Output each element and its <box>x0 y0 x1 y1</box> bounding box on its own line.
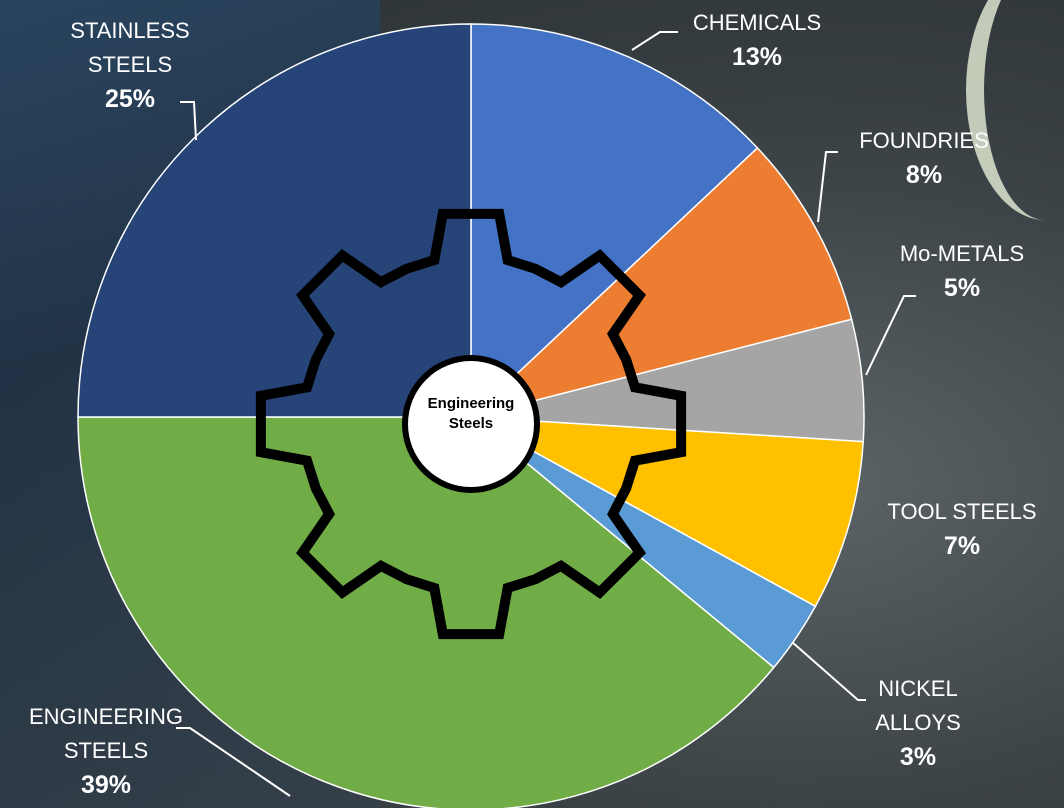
category-label: STAINLESS STEELS <box>60 14 200 82</box>
value-label: 3% <box>858 740 978 774</box>
chart: CHEMICALS13%FOUNDRIES8%Mo-METALS5%TOOL S… <box>0 0 1064 808</box>
category-label: TOOL STEELS <box>862 495 1062 529</box>
value-label: 25% <box>60 82 200 116</box>
value-label: 13% <box>677 40 837 74</box>
center-label: Engineering Steels <box>416 394 526 434</box>
leader-line <box>866 296 916 375</box>
category-label: CHEMICALS <box>677 6 837 40</box>
leader-line <box>792 642 866 700</box>
value-label: 39% <box>6 768 206 802</box>
value-label: 8% <box>844 158 1004 192</box>
value-label: 5% <box>872 271 1052 305</box>
category-label: NICKEL ALLOYS <box>858 672 978 740</box>
category-label: ENGINEERING STEELS <box>6 700 206 768</box>
leader-line <box>818 152 838 222</box>
leader-line <box>632 32 678 50</box>
category-label: Mo-METALS <box>872 237 1052 271</box>
value-label: 7% <box>862 529 1062 563</box>
category-label: FOUNDRIES <box>844 124 1004 158</box>
